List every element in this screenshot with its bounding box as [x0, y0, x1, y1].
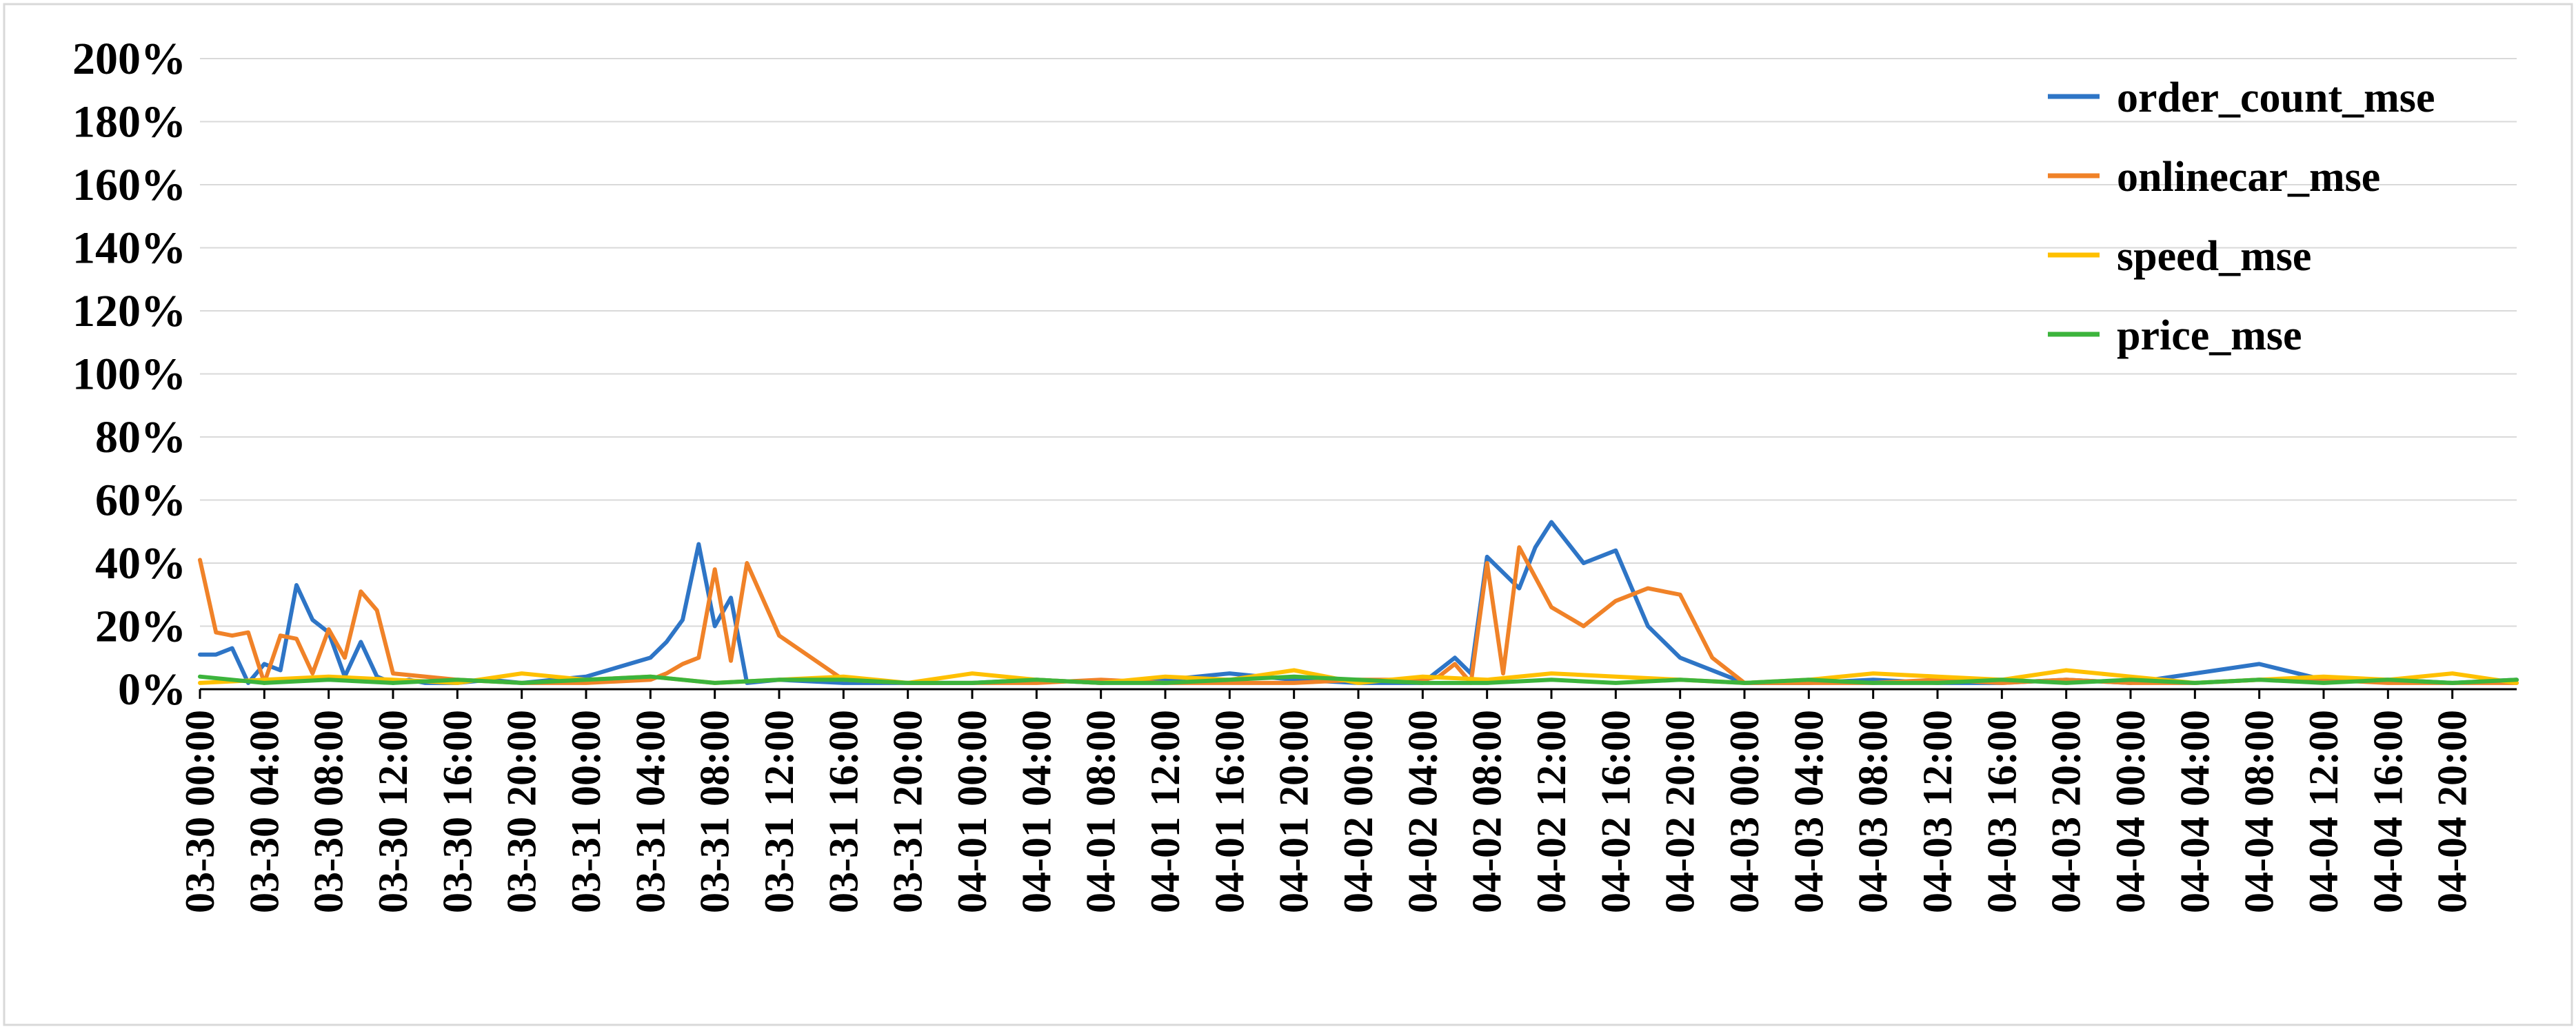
legend-label: speed_mse	[2117, 233, 2311, 280]
legend-label: order_count_mse	[2117, 74, 2435, 121]
x-tick-label: 04-04 12:00	[2301, 710, 2346, 913]
x-tick-label: 04-03 12:00	[1915, 710, 1960, 913]
x-tick-label: 03-30 12:00	[370, 710, 416, 913]
y-tick-label: 0%	[118, 664, 186, 715]
x-tick-label: 03-30 08:00	[306, 710, 352, 913]
x-tick-label: 04-03 16:00	[1979, 710, 2024, 913]
series-lines	[198, 520, 2519, 685]
x-tick-label: 03-31 16:00	[821, 710, 866, 913]
x-tick-label: 04-04 08:00	[2237, 710, 2282, 913]
series-line-price-mse	[198, 674, 2519, 685]
x-tick-label: 04-02 00:00	[1336, 710, 1381, 913]
x-tick-label: 04-03 00:00	[1722, 710, 1767, 913]
x-tick-label: 04-04 16:00	[2365, 710, 2411, 913]
x-tick-label: 04-02 12:00	[1529, 710, 1574, 913]
legend: order_count_mse onlinecar_mse speed_msepri…	[2048, 74, 2435, 359]
x-tick-label: 04-02 04:00	[1400, 710, 1445, 913]
x-tick-label: 04-04 04:00	[2172, 710, 2217, 913]
x-tick-label: 03-31 20:00	[885, 710, 931, 913]
chart-border	[3, 3, 2573, 1026]
x-tick-label: 04-03 04:00	[1786, 710, 1831, 913]
x-tick-label: 04-04 00:00	[2108, 710, 2153, 913]
y-tick-label: 160%	[72, 160, 186, 210]
y-tick-label: 20%	[95, 602, 186, 652]
x-tick-label: 04-02 08:00	[1465, 710, 1510, 913]
y-tick-label: 40%	[95, 538, 186, 589]
x-tick-label: 03-31 12:00	[756, 710, 802, 913]
x-tick-label: 03-31 04:00	[627, 710, 673, 913]
y-tick-label: 180%	[72, 97, 186, 147]
x-tick-label: 04-01 16:00	[1207, 710, 1252, 913]
y-tick-label: 140%	[72, 223, 186, 274]
x-tick-label: 03-30 04:00	[241, 710, 287, 913]
x-tick-label: 04-01 12:00	[1143, 710, 1188, 913]
x-tick-label: 04-01 08:00	[1078, 710, 1124, 913]
y-tick-label: 80%	[95, 412, 186, 462]
x-tick-label: 03-30 00:00	[177, 710, 223, 913]
y-tick-label: 60%	[95, 476, 186, 526]
x-tick-label: 03-31 00:00	[563, 710, 609, 913]
legend-label: onlinecar_mse	[2117, 154, 2380, 201]
y-tick-label: 200%	[72, 34, 186, 84]
x-tick-label: 04-02 16:00	[1593, 710, 1638, 913]
x-tick-label: 04-03 08:00	[1851, 710, 1896, 913]
x-tick-label: 03-30 16:00	[434, 710, 480, 913]
legend-label: price_mse	[2117, 312, 2302, 359]
x-tick-label: 04-04 20:00	[2430, 710, 2475, 913]
x-tick-label: 04-01 00:00	[949, 710, 995, 913]
x-tick-label: 04-02 20:00	[1658, 710, 1703, 913]
x-axis: 03-30 00:00 03-30 04:00 03-30 08:00 03-30 1…	[177, 689, 2475, 913]
y-tick-label: 120%	[72, 286, 186, 336]
x-tick-label: 03-30 20:00	[499, 710, 545, 913]
x-tick-label: 03-31 08:00	[692, 710, 738, 913]
y-tick-label: 100%	[72, 349, 186, 400]
x-tick-label: 04-03 20:00	[2044, 710, 2089, 913]
x-tick-label: 04-01 04:00	[1014, 710, 1059, 913]
x-tick-label: 04-01 20:00	[1271, 710, 1317, 913]
y-axis: 0% 20% 40% 60% 80% 100% 120% 140% 160% 180% 200%	[72, 34, 186, 715]
